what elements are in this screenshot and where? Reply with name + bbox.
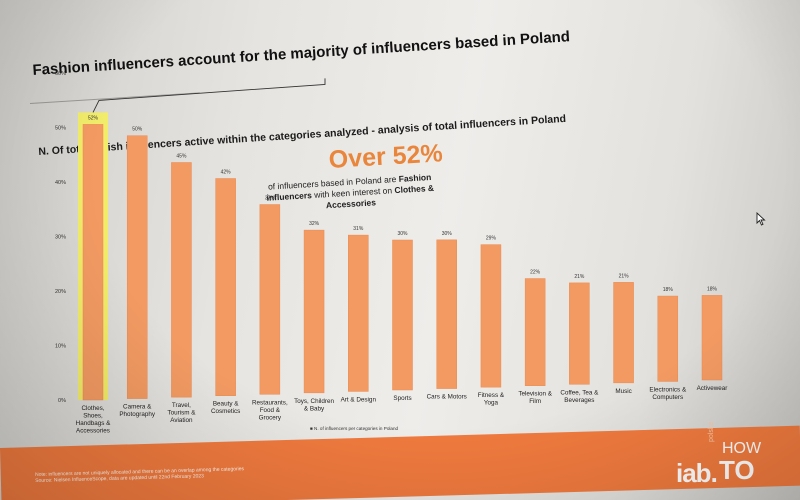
data-label-5: 37% xyxy=(265,196,276,202)
bar-6 xyxy=(303,229,325,394)
y-tick-label: 10% xyxy=(55,344,66,350)
bar-4 xyxy=(215,178,236,396)
bar-9 xyxy=(436,239,457,389)
category-label-line: Yoga xyxy=(484,400,499,407)
category-label-line: Food & xyxy=(260,407,281,414)
category-label-line: Accessories xyxy=(76,428,110,435)
category-label-8: Sports xyxy=(393,395,411,402)
bar-3 xyxy=(171,162,192,398)
callout-connector-line xyxy=(92,78,326,113)
data-label-3: 45% xyxy=(176,154,187,160)
bar-8 xyxy=(392,239,413,391)
category-label-line: Photography xyxy=(119,411,156,418)
category-label-line: Beauty & xyxy=(213,401,239,408)
category-label-11: Television & Film xyxy=(518,391,552,406)
category-label-line: Clothes, xyxy=(81,405,104,412)
data-label-1: 52% xyxy=(88,115,99,121)
data-label-8: 30% xyxy=(397,231,408,237)
category-label-line: Camera & xyxy=(123,404,152,411)
category-label-2: Camera & Photography xyxy=(119,404,156,419)
y-axis: 0% 10% 20% 30% 40% 50% 60% xyxy=(55,71,66,404)
bar-7 xyxy=(348,234,369,392)
bar-2 xyxy=(126,135,148,399)
category-label-9: Cars & Motors xyxy=(427,394,467,401)
category-label-line: Beverages xyxy=(564,397,594,404)
category-label-line: Grocery xyxy=(259,414,282,421)
category-label-6: Toys, Children & Baby xyxy=(294,398,334,413)
category-label-line: Computers xyxy=(652,394,683,401)
data-label-2: 50% xyxy=(132,127,143,133)
category-label-line: Aviation xyxy=(170,417,193,424)
legend-label: ■ N. of influencers per categories in Po… xyxy=(310,426,399,431)
category-label-10: Fitness & Yoga xyxy=(478,392,505,407)
category-label-13: Music xyxy=(615,388,631,395)
category-label-line: Art & Design xyxy=(341,396,377,403)
category-label-line: Restaurants, xyxy=(252,399,288,406)
bar-15 xyxy=(701,295,723,381)
logo-how-text: HOW xyxy=(722,440,762,457)
logo-iab-text: iab. xyxy=(676,458,718,488)
category-label-line: & Baby xyxy=(304,405,325,412)
category-label-line: Activewear xyxy=(697,385,728,392)
bar-13 xyxy=(613,282,634,384)
iab-how-to-logo: iab. polska HOW TO xyxy=(676,422,786,496)
bars-group: 52% Clothes, Shoes, Handbags & Accessories 50… xyxy=(76,112,728,435)
category-label-3: Travel, Tourism & Aviation xyxy=(167,402,196,424)
data-label-12: 21% xyxy=(574,274,585,280)
data-label-11: 22% xyxy=(530,270,541,276)
category-label-7: Art & Design xyxy=(341,396,377,403)
y-tick-label: 0% xyxy=(58,398,66,404)
y-tick-label: 30% xyxy=(55,235,66,241)
category-label-line: Television & xyxy=(518,391,552,398)
category-label-12: Coffee, Tea & Beverages xyxy=(560,389,599,404)
category-label-line: Cars & Motors xyxy=(427,394,467,401)
category-label-5: Restaurants, Food & Grocery xyxy=(252,399,288,421)
bar-11 xyxy=(524,278,546,386)
data-label-9: 30% xyxy=(442,231,453,237)
data-label-6: 32% xyxy=(309,221,320,227)
data-label-10: 29% xyxy=(486,236,497,242)
data-label-4: 42% xyxy=(221,170,232,176)
category-label-line: Cosmetics xyxy=(211,408,240,415)
y-tick-label: 20% xyxy=(55,289,66,295)
y-tick-label: 60% xyxy=(55,71,66,77)
bar-12 xyxy=(569,282,590,385)
category-label-line: Sports xyxy=(393,395,411,402)
category-label-line: Electronics & xyxy=(649,386,687,393)
bar-5 xyxy=(259,204,281,395)
bar-1 xyxy=(82,124,104,401)
category-label-line: Handbags & xyxy=(76,420,111,427)
data-label-14: 18% xyxy=(663,287,674,293)
category-label-1: Clothes, Shoes, Handbags & Accessories xyxy=(76,405,111,435)
bar-14 xyxy=(657,295,679,382)
data-label-7: 31% xyxy=(353,226,364,232)
bar-10 xyxy=(480,244,502,388)
mouse-pointer-icon xyxy=(756,212,766,226)
data-label-15: 18% xyxy=(707,286,718,292)
y-tick-label: 50% xyxy=(55,126,66,132)
category-label-line: Film xyxy=(529,398,541,405)
category-label-line: Travel, xyxy=(172,402,191,409)
category-label-15: Activewear xyxy=(697,385,728,392)
category-label-line: Fitness & xyxy=(478,392,505,399)
category-label-4: Beauty & Cosmetics xyxy=(211,401,240,416)
category-label-line: Tourism & xyxy=(167,410,196,417)
category-label-line: Toys, Children xyxy=(294,398,334,405)
category-label-line: Music xyxy=(615,388,631,395)
category-label-line: Shoes, xyxy=(83,413,103,420)
logo-to-text: TO xyxy=(719,455,755,485)
logo-polska-text: polska xyxy=(708,421,715,442)
y-tick-label: 40% xyxy=(55,180,66,186)
data-label-13: 21% xyxy=(619,273,630,279)
category-label-line: Coffee, Tea & xyxy=(560,389,599,396)
category-label-14: Electronics & Computers xyxy=(649,386,687,401)
